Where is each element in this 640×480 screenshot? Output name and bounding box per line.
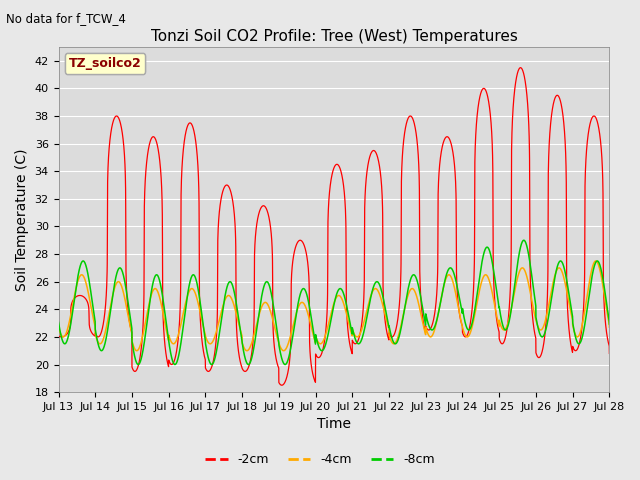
Legend: -2cm, -4cm, -8cm: -2cm, -4cm, -8cm (200, 448, 440, 471)
Title: Tonzi Soil CO2 Profile: Tree (West) Temperatures: Tonzi Soil CO2 Profile: Tree (West) Temp… (150, 29, 517, 44)
Text: No data for f_TCW_4: No data for f_TCW_4 (6, 12, 126, 25)
Y-axis label: Soil Temperature (C): Soil Temperature (C) (15, 148, 29, 291)
Legend: TZ_soilco2: TZ_soilco2 (65, 53, 145, 74)
X-axis label: Time: Time (317, 418, 351, 432)
